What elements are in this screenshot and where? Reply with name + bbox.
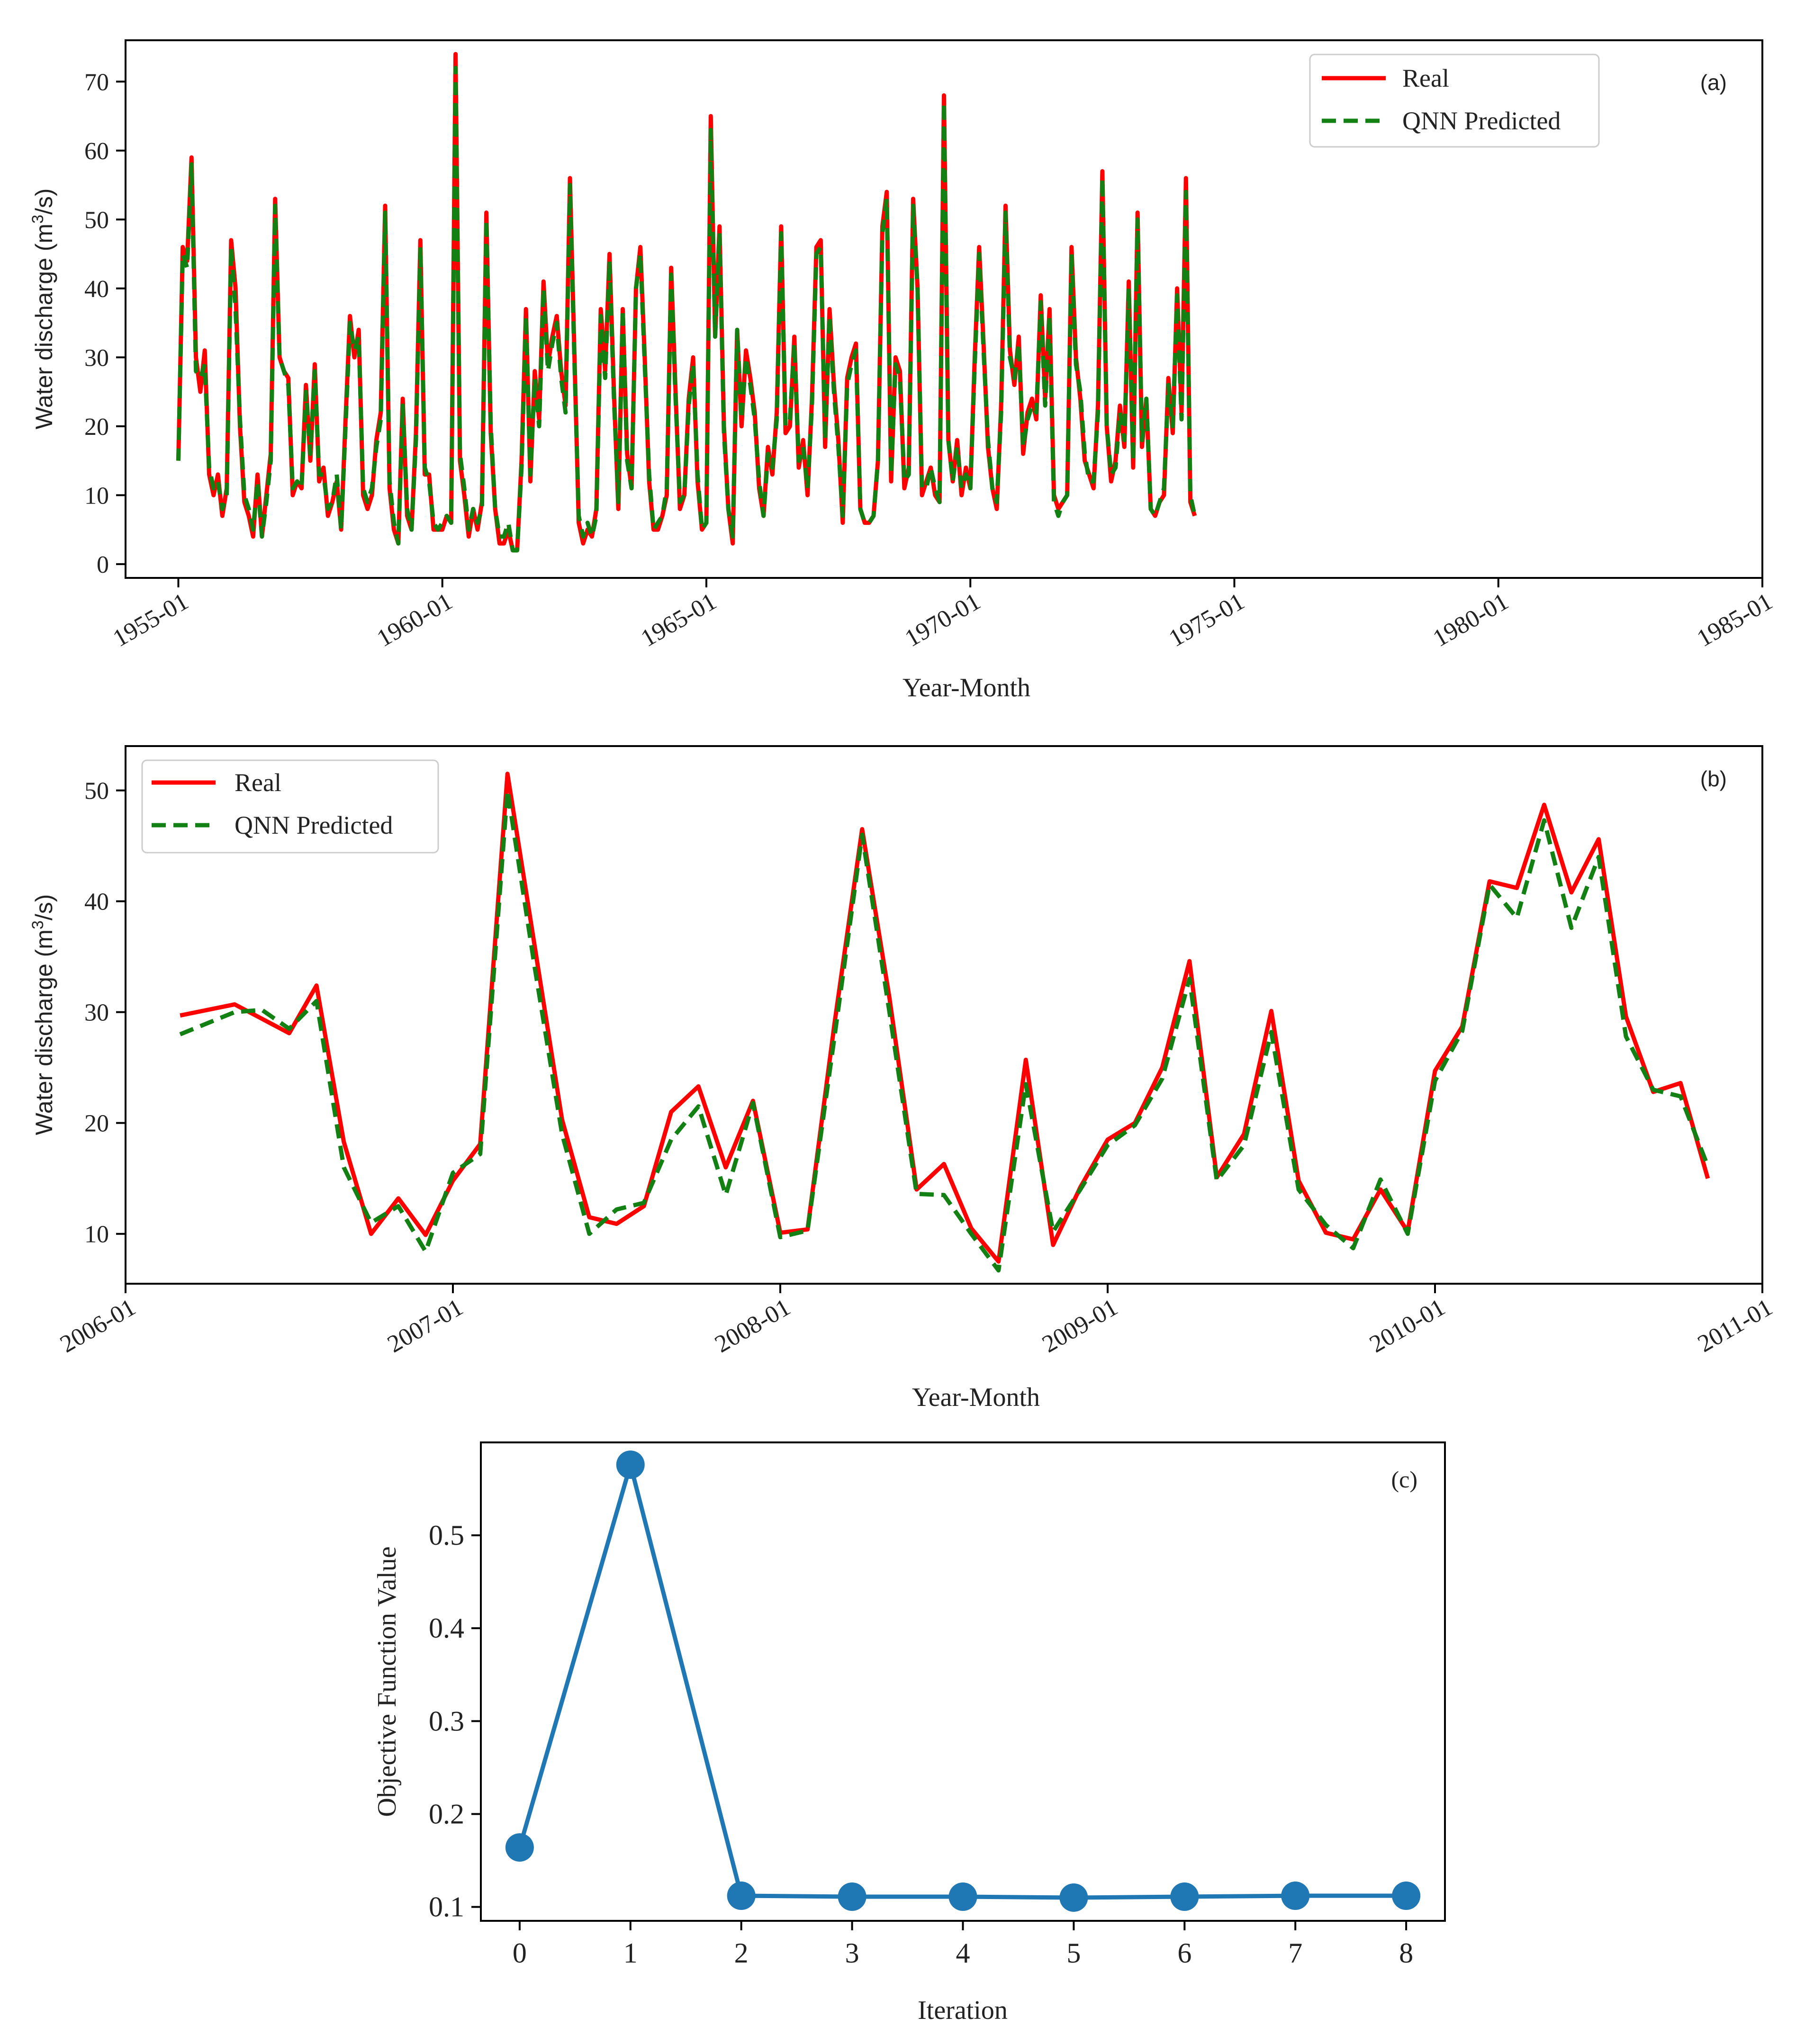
panel-c-point: [727, 1882, 756, 1910]
panel-a-y-tick-label: 40: [84, 276, 109, 303]
panel-c-x-ticks: 0 1 2 3 4 5 6 7 8: [513, 1921, 1413, 1969]
panel-a-x-tick-label: 1970-01: [901, 588, 985, 652]
panel-c-objective-series: [517, 1457, 1407, 1900]
panel-a-legend-real-label: Real: [1402, 64, 1449, 92]
panel-a-predicted-series: [176, 65, 1197, 553]
panel-a-plot-area: [176, 52, 1197, 553]
panel-b-x-axis-title: Year-Month: [912, 1383, 1040, 1412]
panel-a-x-tick-label: 1960-01: [372, 588, 457, 652]
panel-a-legend-predicted-label: QNN Predicted: [1402, 107, 1561, 135]
panel-c-y-tick-label: 0.4: [429, 1612, 464, 1644]
panel-b-x-tick-label: 2010-01: [1365, 1294, 1450, 1358]
panel-b-x-tick-label: 2009-01: [1038, 1294, 1122, 1358]
panel-b-plot-area: [179, 772, 1710, 1273]
panel-b-y-axis-title: Water discharge (m3/s): [29, 894, 57, 1135]
panel-b-y-tick-label: 50: [84, 778, 109, 805]
panel-a-y-tick-label: 60: [84, 138, 109, 165]
panel-b-x-tick-label: 2006-01: [55, 1294, 140, 1358]
panel-c-x-tick-label: 5: [1066, 1937, 1081, 1969]
panel-b-legend-box: [141, 759, 439, 854]
panel-a-y-tick-label: 50: [84, 207, 109, 234]
panel-c-y-tick-label: 0.2: [429, 1798, 464, 1829]
panel-b-legend-real-label: Real: [235, 768, 281, 797]
panel-a-axes-frame: [125, 39, 1763, 579]
panel-c-x-tick-label: 6: [1177, 1937, 1191, 1969]
panel-c-y-ticks: 0.1 0.2 0.3 0.4 0.5: [429, 1520, 481, 1923]
panel-b-y-tick-label: 10: [84, 1221, 109, 1248]
panel-b-y-tick-label: 20: [84, 1110, 109, 1137]
panel-a-x-axis-title: Year-Month: [903, 673, 1030, 702]
panel-a-y-tick-label: 0: [97, 551, 109, 578]
panel-c-label: (c): [1391, 1466, 1418, 1493]
panel-b-legend: Real QNN Predicted: [141, 759, 439, 854]
panel-c-x-tick-label: 2: [734, 1937, 749, 1969]
panel-c-point: [1281, 1882, 1310, 1910]
panel-c-x-tick-label: 1: [623, 1937, 638, 1969]
panel-c-point: [1170, 1882, 1199, 1911]
panel-c-axes-frame: [480, 1441, 1446, 1922]
panel-a-y-tick-label: 70: [84, 69, 109, 96]
panel-a-x-tick-label: 1975-01: [1164, 588, 1249, 652]
panel-c-point: [838, 1882, 866, 1911]
panel-b-y-tick-label: 30: [84, 999, 109, 1027]
panel-c-y-axis-title: Objective Function Value: [372, 1546, 402, 1817]
panel-b-y-ticks: 10 20 30 40 50: [84, 778, 126, 1248]
panel-a-x-tick-label: 1985-01: [1692, 588, 1777, 652]
panel-b-label: (b): [1700, 766, 1727, 791]
panel-c-point: [1392, 1882, 1421, 1910]
panel-b-x-tick-label: 2008-01: [710, 1294, 795, 1358]
panel-b-predicted-series: [179, 788, 1710, 1273]
panel-a-label: (a): [1700, 70, 1727, 95]
panel-c-x-tick-label: 0: [513, 1937, 527, 1969]
panel-b-axes-frame: [125, 745, 1763, 1285]
panel-c-point: [1059, 1883, 1088, 1912]
panel-c-plot-area: [505, 1450, 1421, 1912]
panel-c-x-tick-label: 7: [1288, 1937, 1302, 1969]
panel-c-x-tick-label: 4: [956, 1937, 970, 1969]
panel-b-x-ticks: 2006-01 2007-01 2008-01 2009-01 2010-01 2011-…: [55, 1284, 1777, 1358]
panel-a-y-axis-title: Water discharge (m3/s): [29, 189, 57, 430]
panel-c-y-tick-label: 0.1: [429, 1891, 464, 1923]
panel-a-x-tick-label: 1965-01: [636, 588, 721, 652]
panel-c-point: [616, 1450, 645, 1479]
panel-c-point: [948, 1882, 977, 1911]
panel-b-x-tick-label: 2007-01: [383, 1294, 468, 1358]
panel-c-point: [505, 1833, 534, 1862]
panel-a-legend: Real QNN Predicted: [1309, 54, 1600, 148]
panel-a-x-tick-label: 1980-01: [1428, 588, 1513, 652]
panel-b-x-tick-label: 2011-01: [1693, 1294, 1777, 1358]
panel-a-x-tick-label: 1955-01: [108, 588, 193, 652]
panel-b-legend-predicted-label: QNN Predicted: [235, 811, 393, 839]
panel-b-real-series: [180, 772, 1710, 1264]
panel-c: 0.1 0.2 0.3 0.4 0.5 0 1 2 3 4 5 6 7 8 Iteration Obje…: [372, 1441, 1446, 2025]
panel-c-x-tick-label: 3: [845, 1937, 859, 1969]
panel-c-y-tick-label: 0.5: [429, 1520, 464, 1551]
panel-a-y-tick-label: 20: [84, 414, 109, 441]
panel-a-y-tick-label: 30: [84, 344, 109, 371]
panel-a-x-ticks: 1955-01 1960-01 1965-01 1970-01 1975-01 1980-…: [108, 578, 1777, 652]
panel-c-y-tick-label: 0.3: [429, 1705, 464, 1737]
panel-a-y-tick-label: 10: [84, 482, 109, 509]
panel-c-x-axis-title: Iteration: [918, 1996, 1008, 2025]
panel-c-x-tick-label: 8: [1399, 1937, 1413, 1969]
panel-a: 0 10 20 30 40 50 60 70 1955-01 1960-01 1965-01 197…: [29, 39, 1777, 702]
panel-c-markers: [505, 1450, 1421, 1912]
panel-a-y-ticks: 0 10 20 30 40 50 60 70: [84, 69, 126, 578]
panel-b-y-tick-label: 40: [84, 889, 109, 916]
